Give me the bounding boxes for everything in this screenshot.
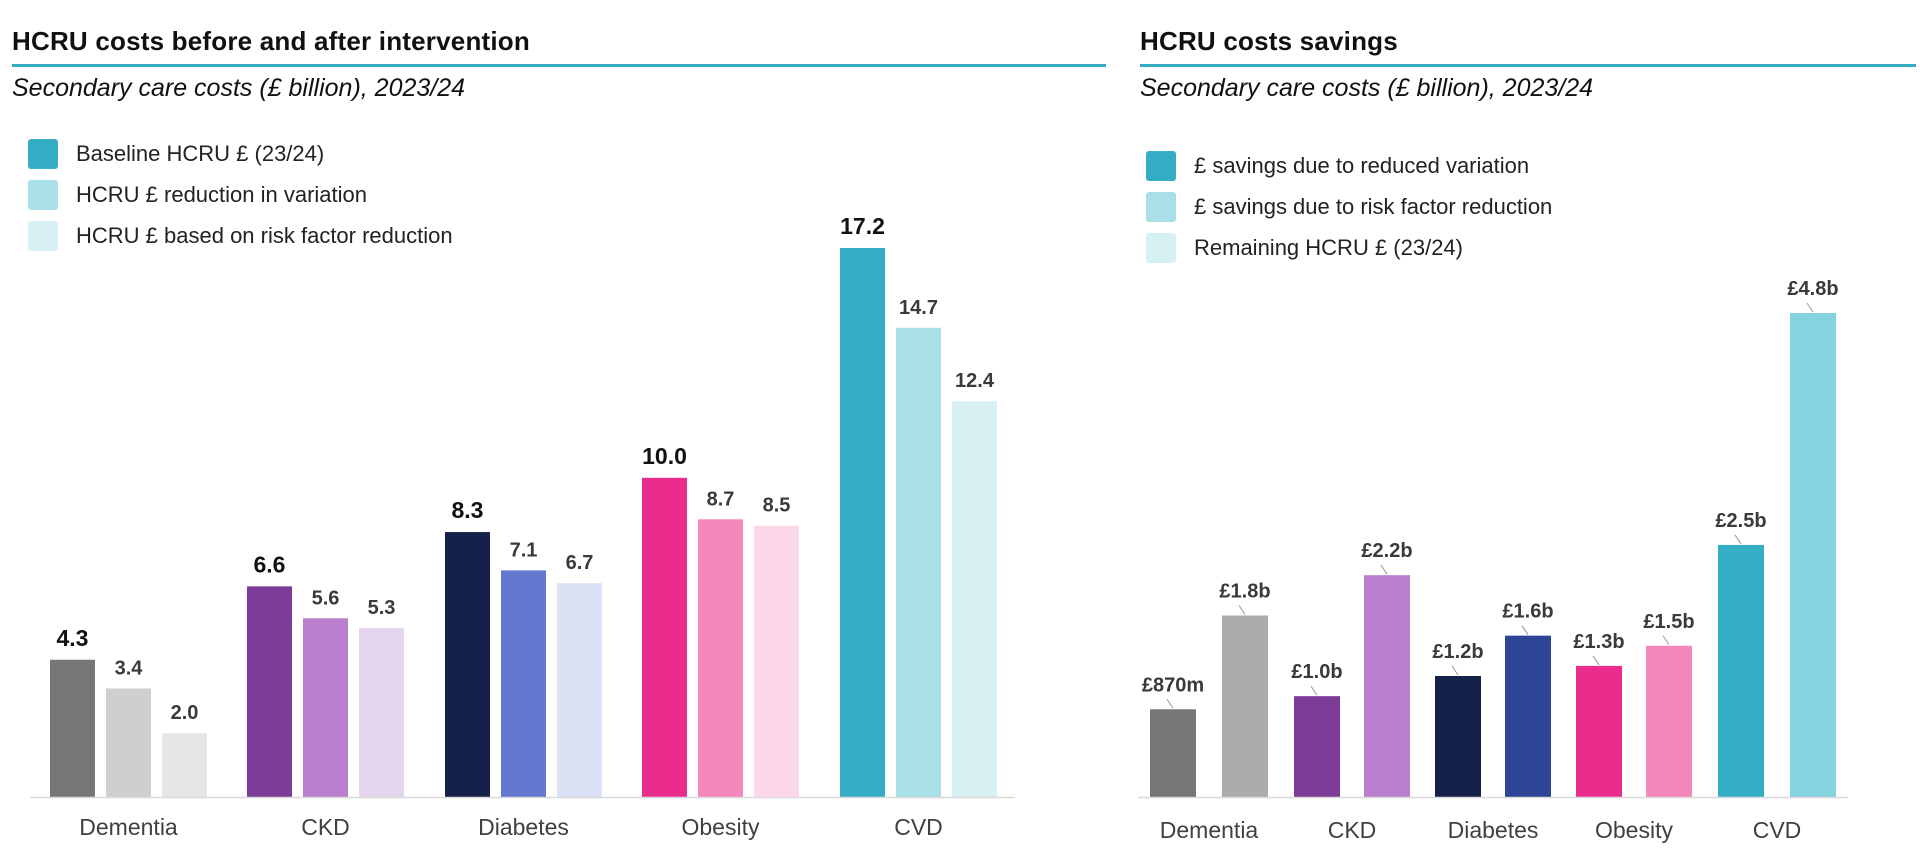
value-label: 7.1 <box>510 539 538 561</box>
leader-line <box>1592 655 1600 666</box>
legend-swatch <box>28 138 58 169</box>
chart-title: HCRU costs before and after intervention <box>12 26 530 56</box>
legend-item: £ savings due to reduced variation <box>1146 145 1552 186</box>
left-chart-panel: HCRU costs before and after intervention… <box>12 26 1106 102</box>
chart-subtitle: Secondary care costs (£ billion), 2023/2… <box>12 74 466 102</box>
value-label: 6.7 <box>566 552 594 574</box>
bar <box>359 627 404 797</box>
legend-item: HCRU £ reduction in variation <box>28 174 453 215</box>
legend-left: Baseline HCRU £ (23/24) HCRU £ reduction… <box>28 133 453 256</box>
bar <box>501 570 546 797</box>
legend-item: Remaining HCRU £ (23/24) <box>1146 227 1552 268</box>
title-divider <box>1140 64 1916 67</box>
bar <box>1790 313 1836 797</box>
value-label: £1.5b <box>1643 611 1694 633</box>
value-label: 14.7 <box>899 297 938 319</box>
value-label: £2.2b <box>1361 540 1412 562</box>
value-label: 5.3 <box>368 597 396 619</box>
title-divider <box>12 64 1106 67</box>
value-label: 10.0 <box>642 443 687 469</box>
leader-line <box>1806 302 1814 313</box>
value-label: 12.4 <box>955 370 995 392</box>
leader-line <box>1166 698 1174 709</box>
value-label: 4.3 <box>57 625 89 651</box>
value-label: £1.0b <box>1291 661 1342 683</box>
bar <box>1222 615 1268 797</box>
value-label: 17.2 <box>840 213 885 239</box>
value-label: £2.5b <box>1715 510 1766 532</box>
legend-swatch <box>1146 232 1176 263</box>
bar <box>642 477 687 797</box>
bar <box>1150 709 1196 797</box>
value-label: £1.6b <box>1502 601 1553 623</box>
chart-title: HCRU costs savings <box>1140 26 1398 56</box>
category-label: Dementia <box>79 814 178 840</box>
bar <box>1294 696 1340 797</box>
value-label: 8.3 <box>452 497 484 523</box>
category-label: Diabetes <box>1448 817 1539 843</box>
leader-line <box>1734 534 1742 545</box>
bar <box>1646 645 1692 797</box>
category-label: Obesity <box>1595 817 1673 843</box>
value-label: £1.3b <box>1573 631 1624 653</box>
bar <box>1505 635 1551 797</box>
value-label: £4.8b <box>1787 278 1838 300</box>
bar <box>445 532 490 797</box>
chart-subtitle: Secondary care costs (£ billion), 2023/2… <box>1140 74 1594 102</box>
legend-swatch <box>1146 191 1176 222</box>
bar <box>303 618 348 797</box>
legend-item: £ savings due to risk factor reduction <box>1146 186 1552 227</box>
bar <box>162 733 207 797</box>
legend-label: £ savings due to risk factor reduction <box>1194 193 1553 219</box>
value-label: 6.6 <box>254 551 286 577</box>
value-label: £1.2b <box>1432 641 1483 663</box>
category-label: CKD <box>301 814 350 840</box>
legend-label: Baseline HCRU £ (23/24) <box>76 140 325 166</box>
right-chart-panel: HCRU costs savings Secondary care costs … <box>1128 0 1920 867</box>
leader-line <box>1380 564 1388 575</box>
legend-item: Baseline HCRU £ (23/24) <box>28 133 453 174</box>
legend-swatch <box>28 220 58 251</box>
value-label: 2.0 <box>171 702 199 724</box>
legend-label: HCRU £ reduction in variation <box>76 181 368 207</box>
legend-right: £ savings due to reduced variation £ sav… <box>1146 145 1552 268</box>
category-label: CKD <box>1328 817 1377 843</box>
legend-item: HCRU £ based on risk factor reduction <box>28 215 453 256</box>
leader-line <box>1310 685 1318 696</box>
value-label: 3.4 <box>115 657 144 679</box>
bar <box>1435 676 1481 797</box>
bar <box>754 525 799 797</box>
bar <box>106 688 151 797</box>
category-label: Diabetes <box>478 814 569 840</box>
leader-line <box>1521 625 1529 635</box>
bar <box>1718 544 1764 797</box>
bar <box>50 659 95 797</box>
legend-swatch <box>1146 150 1176 181</box>
bar <box>557 583 602 797</box>
value-label: £1.8b <box>1219 581 1270 603</box>
value-label: 8.7 <box>707 488 735 510</box>
leader-line <box>1238 605 1246 615</box>
bar <box>1576 665 1622 797</box>
legend-label: £ savings due to reduced variation <box>1194 152 1530 178</box>
leader-line <box>1451 665 1459 676</box>
bar <box>952 401 997 797</box>
bar <box>1364 575 1410 797</box>
value-label: 8.5 <box>763 495 791 517</box>
category-label: Dementia <box>1160 817 1259 843</box>
legend-swatch <box>28 179 58 210</box>
category-label: CVD <box>1753 817 1802 843</box>
value-label: £870m <box>1142 674 1204 696</box>
legend-label: HCRU £ based on risk factor reduction <box>76 222 453 248</box>
bar <box>247 586 292 797</box>
value-label: 5.6 <box>312 587 340 609</box>
bar <box>698 519 743 797</box>
legend-label: Remaining HCRU £ (23/24) <box>1194 234 1463 260</box>
bar <box>896 327 941 797</box>
category-label: Obesity <box>682 814 760 840</box>
bar <box>840 248 885 797</box>
category-label: CVD <box>894 814 943 840</box>
leader-line <box>1662 635 1670 646</box>
